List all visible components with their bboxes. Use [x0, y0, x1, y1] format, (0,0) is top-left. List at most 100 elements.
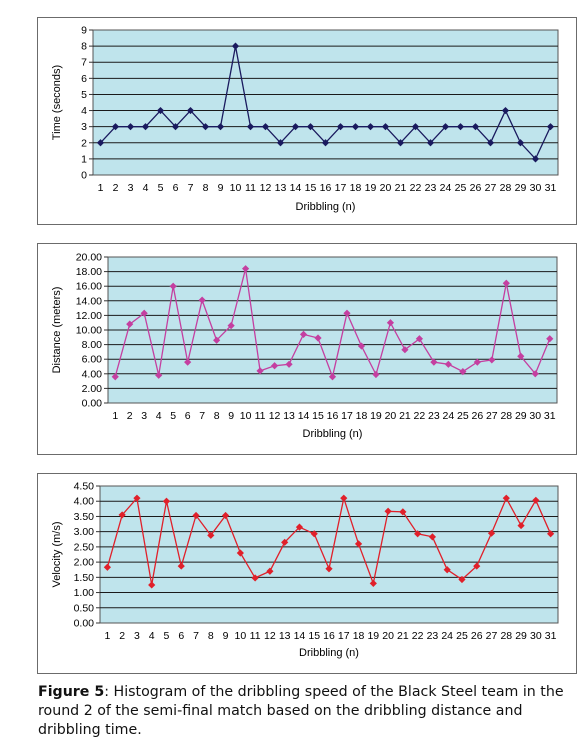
velocity-data-point: [384, 507, 392, 515]
time-data-point: [111, 123, 120, 131]
distance-y-tick-label: 20.00: [76, 252, 102, 264]
time-x-tick-label: 13: [275, 182, 287, 194]
distance-data-point: [517, 352, 525, 360]
distance-x-tick-label: 11: [255, 410, 266, 422]
velocity-x-tick-label: 5: [164, 630, 170, 642]
distance-data-point: [415, 335, 424, 343]
distance-x-tick-label: 26: [471, 410, 483, 422]
velocity-y-tick-label: 4.50: [74, 481, 95, 493]
velocity-x-tick-label: 28: [500, 630, 512, 642]
distance-data-point: [227, 322, 235, 330]
time-x-tick-label: 9: [218, 182, 224, 194]
distance-x-tick-label: 21: [399, 410, 411, 422]
time-data-point: [411, 123, 420, 131]
velocity-y-tick-label: 3.00: [74, 526, 95, 538]
distance-data-point: [270, 362, 279, 370]
velocity-x-tick-label: 10: [235, 630, 247, 642]
velocity-x-tick-label: 7: [193, 630, 199, 642]
time-data-point: [246, 123, 255, 131]
distance-y-tick-label: 14.00: [76, 295, 102, 307]
time-data-point: [141, 123, 150, 131]
distance-y-tick-label: 2.00: [82, 383, 103, 395]
time-x-tick-label: 29: [515, 182, 527, 194]
distance-y-tick-label: 6.00: [82, 354, 103, 366]
distance-x-tick-label: 31: [544, 410, 556, 422]
distance-y-axis-title: Distance (meters): [51, 287, 63, 374]
velocity-x-tick-label: 1: [104, 630, 110, 642]
time-y-tick-label: 5: [81, 89, 87, 101]
time-x-tick-label: 11: [245, 182, 256, 194]
distance-x-tick-label: 19: [370, 410, 382, 422]
velocity-x-tick-label: 24: [441, 630, 453, 642]
velocity-x-tick-label: 29: [515, 630, 527, 642]
distance-data-point: [155, 371, 163, 379]
time-y-tick-label: 4: [81, 105, 87, 117]
velocity-x-tick-label: 31: [545, 630, 557, 642]
time-x-tick-label: 20: [380, 182, 392, 194]
distance-x-tick-label: 27: [486, 410, 498, 422]
time-data-point: [96, 139, 105, 147]
distance-x-tick-label: 22: [414, 410, 426, 422]
velocity-x-tick-label: 2: [119, 630, 125, 642]
time-data-point: [516, 139, 525, 147]
velocity-x-tick-label: 26: [471, 630, 483, 642]
distance-data-point: [285, 360, 293, 368]
velocity-x-tick-label: 16: [323, 630, 335, 642]
time-x-tick-label: 7: [188, 182, 194, 194]
distance-y-tick-label: 8.00: [82, 339, 103, 351]
velocity-x-tick-label: 9: [223, 630, 229, 642]
time-data-point: [216, 123, 225, 131]
distance-data-point: [328, 373, 337, 381]
velocity-data-point: [502, 494, 510, 502]
velocity-x-tick-label: 14: [294, 630, 306, 642]
time-x-tick-label: 15: [305, 182, 317, 194]
figure-caption: Figure 5: Histogram of the dribbling spe…: [38, 683, 583, 740]
velocity-chart: 0.00 0.50 1.00 1.50 2.00 2.50 3.00 3.50 4.00 4.50…: [51, 481, 559, 659]
time-data-point: [261, 123, 270, 131]
time-data-point: [546, 123, 555, 131]
distance-y-tick-label: 4.00: [82, 368, 103, 380]
distance-x-tick-label: 16: [327, 410, 339, 422]
time-x-tick-label: 1: [98, 182, 104, 194]
distance-x-tick-label: 12: [269, 410, 281, 422]
distance-y-tick-label: 18.00: [76, 266, 102, 278]
time-x-axis-title: Dribbling (n): [296, 201, 356, 213]
distance-x-tick-label: 9: [228, 410, 234, 422]
velocity-x-tick-label: 25: [456, 630, 468, 642]
time-y-tick-label: 9: [81, 25, 87, 37]
time-data-point: [231, 42, 240, 50]
distance-x-tick-label: 28: [500, 410, 512, 422]
velocity-plot-area: [99, 485, 559, 624]
distance-data-point: [314, 334, 322, 342]
distance-x-tick-label: 4: [156, 410, 162, 422]
distance-data-point: [488, 356, 496, 364]
time-chart-panel: 0 1 2 3 4 5 6 7 8 9 1 2 3 4 5 6 7 8 9 10 11 12 13 14 15 16 17 18 19 2…: [37, 17, 577, 225]
time-data-point: [426, 139, 435, 147]
velocity-x-tick-label: 27: [486, 630, 498, 642]
velocity-y-tick-label: 1.00: [74, 587, 95, 599]
time-data-point: [531, 155, 540, 163]
time-data-point: [441, 123, 450, 131]
velocity-y-tick-label: 3.50: [74, 511, 95, 523]
distance-data-point: [531, 370, 539, 378]
time-x-tick-label: 3: [128, 182, 134, 194]
velocity-x-tick-label: 21: [397, 630, 409, 642]
distance-x-tick-label: 8: [214, 410, 220, 422]
velocity-x-tick-label: 12: [264, 630, 276, 642]
time-x-tick-label: 14: [290, 182, 302, 194]
distance-x-tick-label: 18: [356, 410, 368, 422]
time-y-tick-label: 6: [81, 73, 87, 85]
velocity-data-point: [547, 530, 555, 538]
time-x-tick-label: 28: [500, 182, 512, 194]
distance-y-tick-label: 12.00: [76, 310, 102, 322]
distance-x-tick-label: 2: [127, 410, 133, 422]
distance-data-point: [299, 330, 308, 338]
distance-chart: 0.00 2.00 4.00 6.00 8.00 10.00 12.00 14.00 16.00…: [51, 252, 558, 440]
time-x-tick-label: 25: [455, 182, 467, 194]
time-x-tick-label: 26: [470, 182, 482, 194]
time-x-tick-label: 24: [440, 182, 452, 194]
time-x-tick-label: 5: [158, 182, 164, 194]
distance-x-tick-label: 15: [312, 410, 324, 422]
velocity-x-axis-title: Dribbling (n): [299, 647, 359, 659]
